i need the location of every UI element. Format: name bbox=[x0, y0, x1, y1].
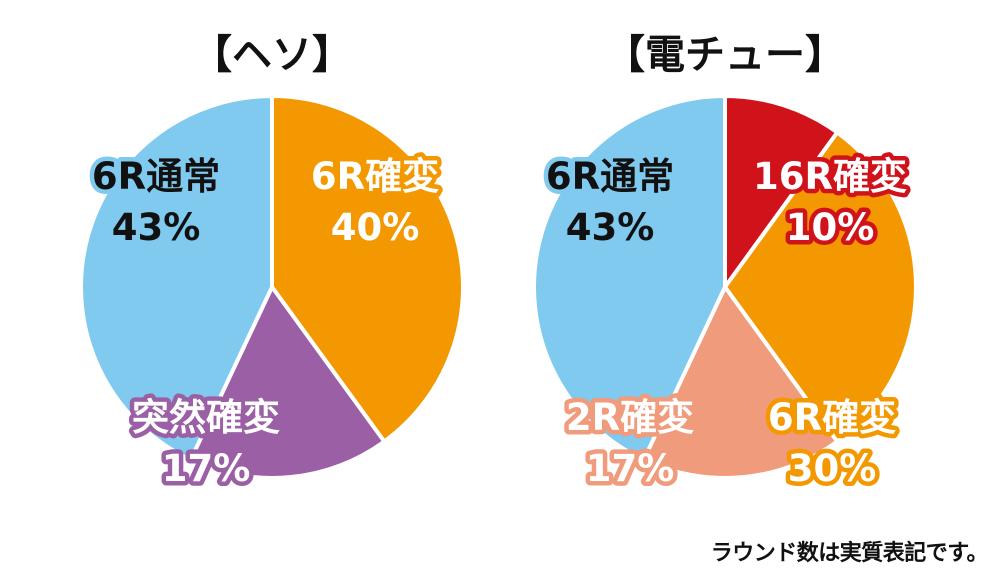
denchu-slice-3 bbox=[532, 94, 727, 462]
heso-value-6r-tsujo: 43% bbox=[112, 206, 201, 249]
heso-slice-1 bbox=[188, 285, 387, 480]
heso-value-totsuzen-kakuhen: 17% bbox=[162, 447, 251, 490]
denchu-slice-1 bbox=[723, 130, 918, 444]
heso-value-6r-kakuhen: 40% bbox=[331, 206, 420, 249]
denchu-value-6r-kakuhen: 30% bbox=[788, 447, 877, 490]
denchu-value-2r-kakuhen: 17% bbox=[586, 447, 675, 490]
denchu-value-16r-kakuhen: 10% bbox=[786, 206, 875, 249]
heso-slice-2 bbox=[79, 94, 274, 462]
heso-slices bbox=[79, 94, 465, 480]
heso-label-totsuzen-kakuhen: 突然確変 bbox=[132, 396, 280, 439]
denchu-slice-0 bbox=[723, 94, 840, 289]
denchu-label-6r-tsujo: 6R通常 bbox=[546, 155, 674, 198]
heso-label-6r-kakuhen: 6R確変 bbox=[311, 155, 439, 198]
footnote: ラウンド数は実質表記です。 bbox=[710, 541, 989, 566]
denchu-label-6r-kakuhen: 6R確変 bbox=[768, 396, 896, 439]
denchu-slices bbox=[532, 94, 918, 480]
heso-slice-0 bbox=[270, 94, 465, 444]
denchu-label-16r-kakuhen: 16R確変 bbox=[753, 155, 907, 198]
denchu-pie-chart: 【電チュー】 16R確変 10% 6R確変 30% 2R確変 17% 6R通常 … bbox=[532, 32, 918, 495]
denchu-chart-title: 【電チュー】 bbox=[605, 32, 845, 78]
denchu-slice-labels: 16R確変 10% 6R確変 30% 2R確変 17% 6R通常 43% bbox=[541, 151, 911, 495]
heso-slice-labels: 6R確変 40% 突然確変 17% 6R通常 43% bbox=[87, 151, 443, 495]
denchu-slice-2 bbox=[641, 285, 840, 480]
heso-label-6r-tsujo: 6R通常 bbox=[92, 155, 220, 198]
denchu-value-6r-tsujo: 43% bbox=[566, 206, 655, 249]
heso-chart-title: 【ヘソ】 bbox=[192, 32, 352, 78]
denchu-label-2r-kakuhen: 2R確変 bbox=[566, 396, 694, 439]
heso-pie-chart: 【ヘソ】 6R確変 40% 突然確変 17% 6R通常 43% bbox=[79, 32, 465, 495]
